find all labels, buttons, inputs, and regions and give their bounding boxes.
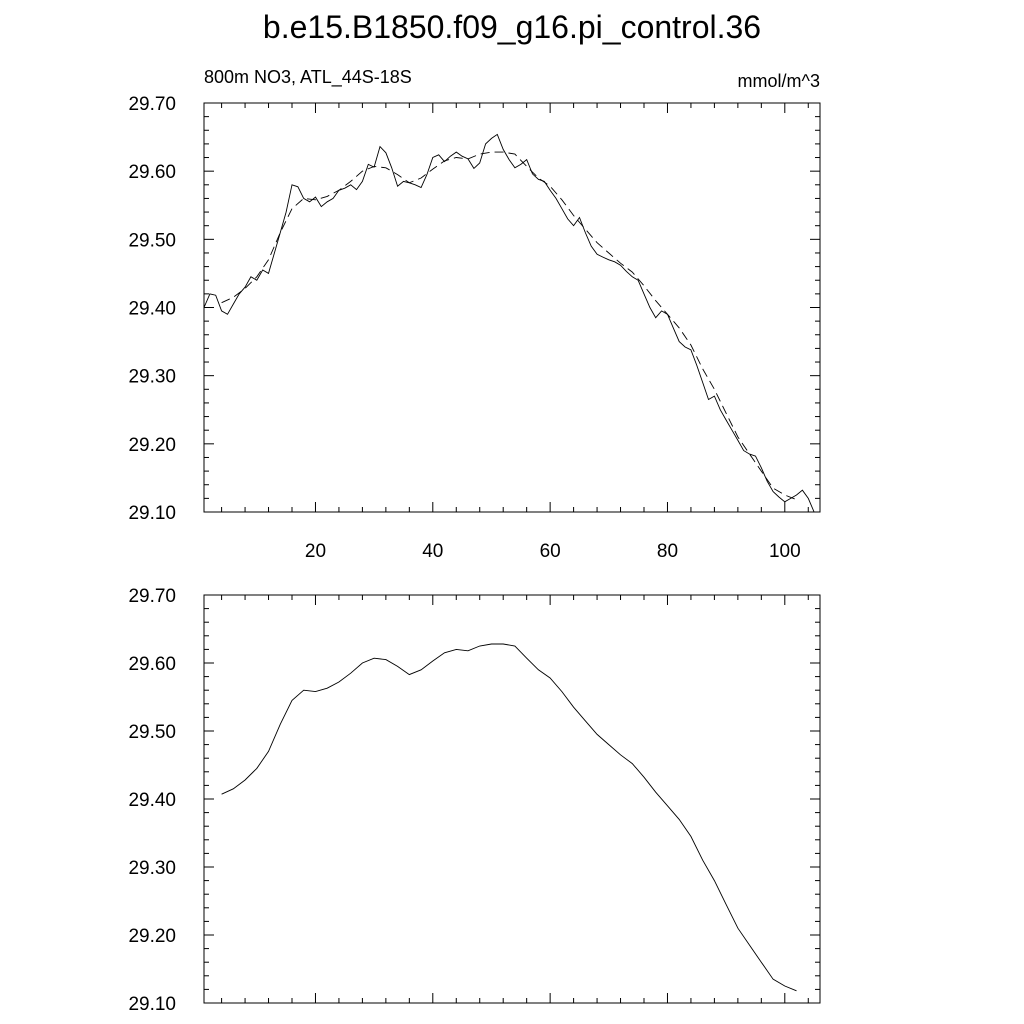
top-x-tick-label: 20: [305, 541, 326, 562]
top-x-tick-label: 80: [657, 541, 678, 562]
bottom-y-tick-label: 29.40: [128, 790, 176, 811]
bottom-series-line-solid: [221, 643, 797, 992]
top-x-tick-label: 100: [769, 541, 801, 562]
bottom-y-tick-label: 29.30: [128, 858, 176, 879]
top-y-tick-label: 29.70: [128, 94, 176, 115]
top-y-tick-label: 29.60: [128, 162, 176, 183]
bottom-y-tick-label: 29.60: [128, 654, 176, 675]
bottom-plot-frame: [203, 594, 821, 1004]
top-y-tick-label: 29.30: [128, 367, 176, 388]
bottom-y-tick-label: 29.70: [128, 586, 176, 607]
bottom-y-tick-label: 29.10: [128, 994, 176, 1015]
top-y-tick-label: 29.10: [128, 503, 176, 524]
top-panel: 29.10 29.20 29.30 29.40 29.50 29.60 29.70 20 40 6…: [128, 67, 821, 562]
bottom-y-tick-label: 29.50: [128, 722, 176, 743]
top-y-tick-label: 29.50: [128, 230, 176, 251]
bottom-panel: 29.10 29.20 29.30 29.40 29.50 29.60 29.70: [128, 586, 821, 1015]
top-units-label: mmol/m^3: [738, 71, 820, 91]
top-series-line-solid: [203, 133, 820, 513]
top-y-tick-label: 29.20: [128, 435, 176, 456]
top-series-line-dashed: [221, 151, 797, 501]
top-x-tick-label: 60: [540, 541, 561, 562]
top-x-tick-label: 40: [422, 541, 443, 562]
bottom-y-tick-label: 29.20: [128, 926, 176, 947]
chart-title: b.e15.B1850.f09_g16.pi_control.36: [263, 9, 761, 45]
top-y-tick-label: 29.40: [128, 299, 176, 320]
top-variable-label: 800m NO3, ATL_44S-18S: [204, 67, 412, 88]
